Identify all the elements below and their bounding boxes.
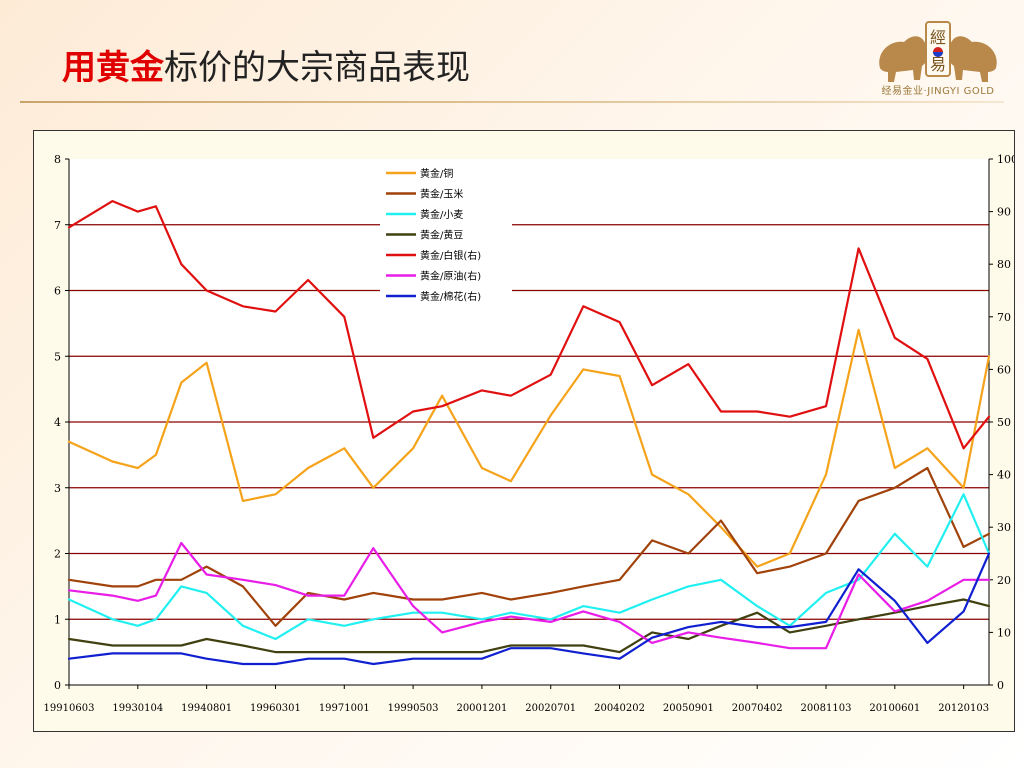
bull-bear-logo-icon: 經 易 [879, 21, 997, 82]
x-tick-label: 19960301 [250, 703, 301, 714]
series-line-7 [67, 552, 991, 666]
series-line-2 [67, 466, 991, 627]
x-tick-label: 20081103 [801, 703, 852, 714]
series-line-6 [67, 541, 991, 650]
y-right-tick-label: 70 [997, 311, 1011, 324]
x-tick-label: 20120103 [938, 703, 989, 714]
logo-mark-1: 經 [930, 28, 946, 47]
series-line-3 [67, 493, 991, 641]
y-left-tick-label: 1 [54, 613, 61, 626]
legend-entry: 黄金/玉米 [420, 188, 463, 201]
x-tick-label: 20040202 [594, 703, 645, 714]
title-highlight: 用黄金 [62, 48, 164, 88]
legend-entry: 黄金/棉花(右) [420, 290, 481, 303]
x-tick-label: 20050901 [663, 703, 714, 714]
x-tick-label: 19990503 [388, 703, 439, 714]
legend-entry: 黄金/黄豆 [420, 229, 463, 242]
y-left-tick-label: 4 [54, 416, 61, 429]
y-right-tick-label: 0 [997, 679, 1004, 692]
chart-frame: 0123456780102030405060708090100199106031… [33, 130, 1015, 732]
y-left-tick-label: 8 [54, 153, 61, 166]
series-line-1 [67, 328, 991, 568]
x-tick-label: 20001201 [456, 703, 507, 714]
y-right-tick-label: 50 [997, 416, 1011, 429]
x-tick-label: 19910603 [44, 703, 95, 714]
x-tick-label: 19971001 [319, 703, 370, 714]
title-divider [20, 101, 1004, 103]
title-rest: 标价的大宗商品表现 [164, 48, 470, 88]
y-right-tick-label: 20 [997, 574, 1011, 587]
y-left-tick-label: 3 [54, 482, 61, 495]
y-left-tick-label: 2 [54, 548, 61, 561]
legend-entry: 黄金/白银(右) [420, 249, 481, 262]
y-left-tick-label: 6 [54, 285, 61, 298]
y-right-tick-label: 10 [997, 626, 1011, 639]
y-right-tick-label: 30 [997, 521, 1011, 534]
x-tick-label: 20070402 [732, 703, 783, 714]
y-left-tick-label: 7 [54, 219, 61, 232]
y-right-tick-label: 60 [997, 363, 1011, 376]
y-right-tick-label: 100 [997, 153, 1014, 166]
y-left-tick-label: 5 [54, 350, 61, 363]
y-right-tick-label: 80 [997, 258, 1011, 271]
y-left-tick-label: 0 [54, 679, 61, 692]
y-right-tick-label: 90 [997, 206, 1011, 219]
page-title: 用黄金标价的大宗商品表现 [62, 40, 470, 89]
legend-entry: 黄金/原油(右) [420, 270, 481, 283]
logo-mark-2: 易 [930, 55, 946, 74]
x-tick-label: 19940801 [181, 703, 232, 714]
logo-caption: 经易金业·JINGYI GOLD [881, 86, 995, 97]
x-tick-label: 20020701 [525, 703, 576, 714]
legend-entry: 黄金/铜 [420, 167, 453, 180]
x-tick-label: 19930104 [112, 703, 163, 714]
series-line-5 [67, 199, 991, 450]
y-right-tick-label: 40 [997, 469, 1011, 482]
commodity-ratio-chart: 0123456780102030405060708090100199106031… [44, 153, 1014, 714]
legend-entry: 黄金/小麦 [420, 208, 463, 221]
x-tick-label: 20100601 [869, 703, 920, 714]
